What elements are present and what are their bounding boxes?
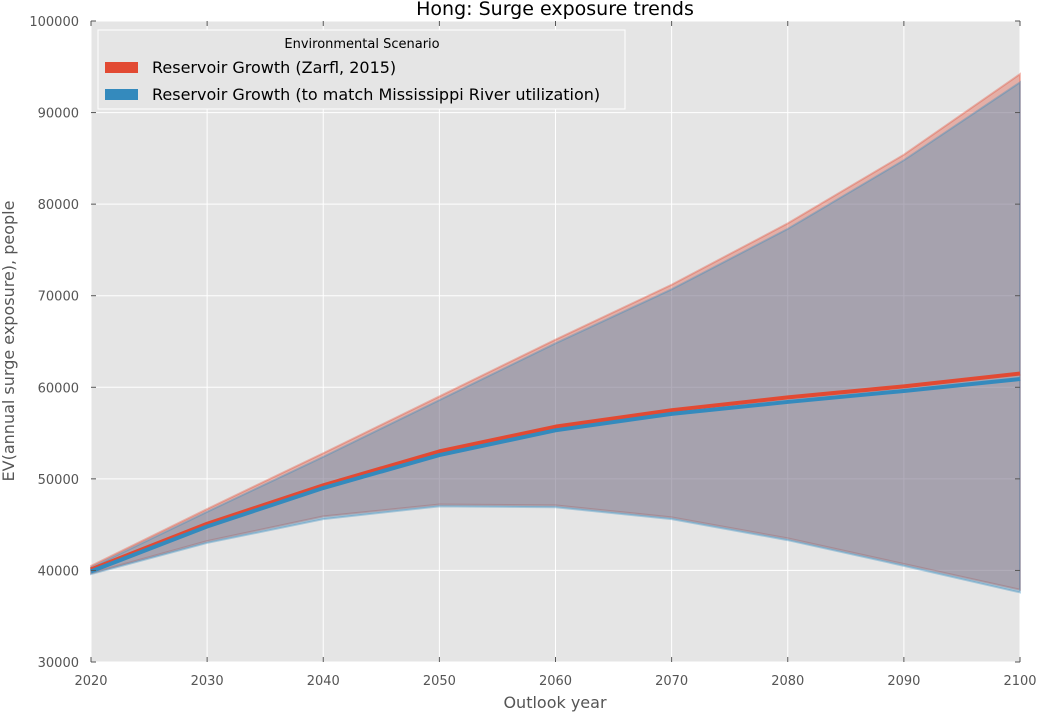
chart-title: Hong: Surge exposure trends bbox=[416, 0, 694, 20]
y-tick-label: 90000 bbox=[38, 107, 79, 122]
x-tick-label: 2050 bbox=[423, 674, 456, 689]
x-tick-label: 2090 bbox=[887, 674, 920, 689]
x-tick-label: 2060 bbox=[539, 674, 572, 689]
legend-label-zarfl: Reservoir Growth (Zarfl, 2015) bbox=[152, 58, 396, 77]
y-tick-label: 30000 bbox=[38, 656, 79, 671]
legend-swatch-zarfl bbox=[105, 62, 138, 73]
x-tick-label: 2070 bbox=[655, 674, 688, 689]
x-axis-label: Outlook year bbox=[503, 693, 607, 712]
legend-title: Environmental Scenario bbox=[284, 37, 439, 52]
uncertainty-band-1 bbox=[90, 80, 1021, 594]
x-tick-label: 2100 bbox=[1003, 674, 1036, 689]
legend-box bbox=[97, 29, 626, 110]
axis-ticks bbox=[90, 20, 1021, 663]
legend: Environmental Scenario Reservoir Growth … bbox=[97, 29, 626, 110]
y-tick-labels: 30000 40000 50000 60000 70000 80000 90000 10000… bbox=[29, 15, 79, 671]
legend-label-mississippi: Reservoir Growth (to match Mississippi R… bbox=[152, 85, 600, 104]
x-tick-label: 2080 bbox=[771, 674, 804, 689]
y-axis-label: EV(annual surge exposure), people bbox=[0, 201, 18, 482]
y-tick-label: 100000 bbox=[29, 15, 79, 30]
series-lines bbox=[90, 371, 1021, 574]
x-tick-labels: 2020 2030 2040 2050 2060 2070 2080 2090 2100 bbox=[74, 674, 1036, 689]
y-tick-label: 80000 bbox=[38, 198, 79, 213]
y-tick-label: 60000 bbox=[38, 381, 79, 396]
y-tick-label: 50000 bbox=[38, 473, 79, 488]
x-tick-label: 2020 bbox=[74, 674, 107, 689]
y-tick-label: 70000 bbox=[38, 290, 79, 305]
legend-swatch-mississippi bbox=[105, 89, 138, 100]
uncertainty-band-0 bbox=[90, 72, 1021, 591]
uncertainty-bands bbox=[90, 72, 1021, 594]
x-tick-label: 2040 bbox=[307, 674, 340, 689]
x-tick-label: 2030 bbox=[191, 674, 224, 689]
y-tick-label: 40000 bbox=[38, 564, 79, 579]
